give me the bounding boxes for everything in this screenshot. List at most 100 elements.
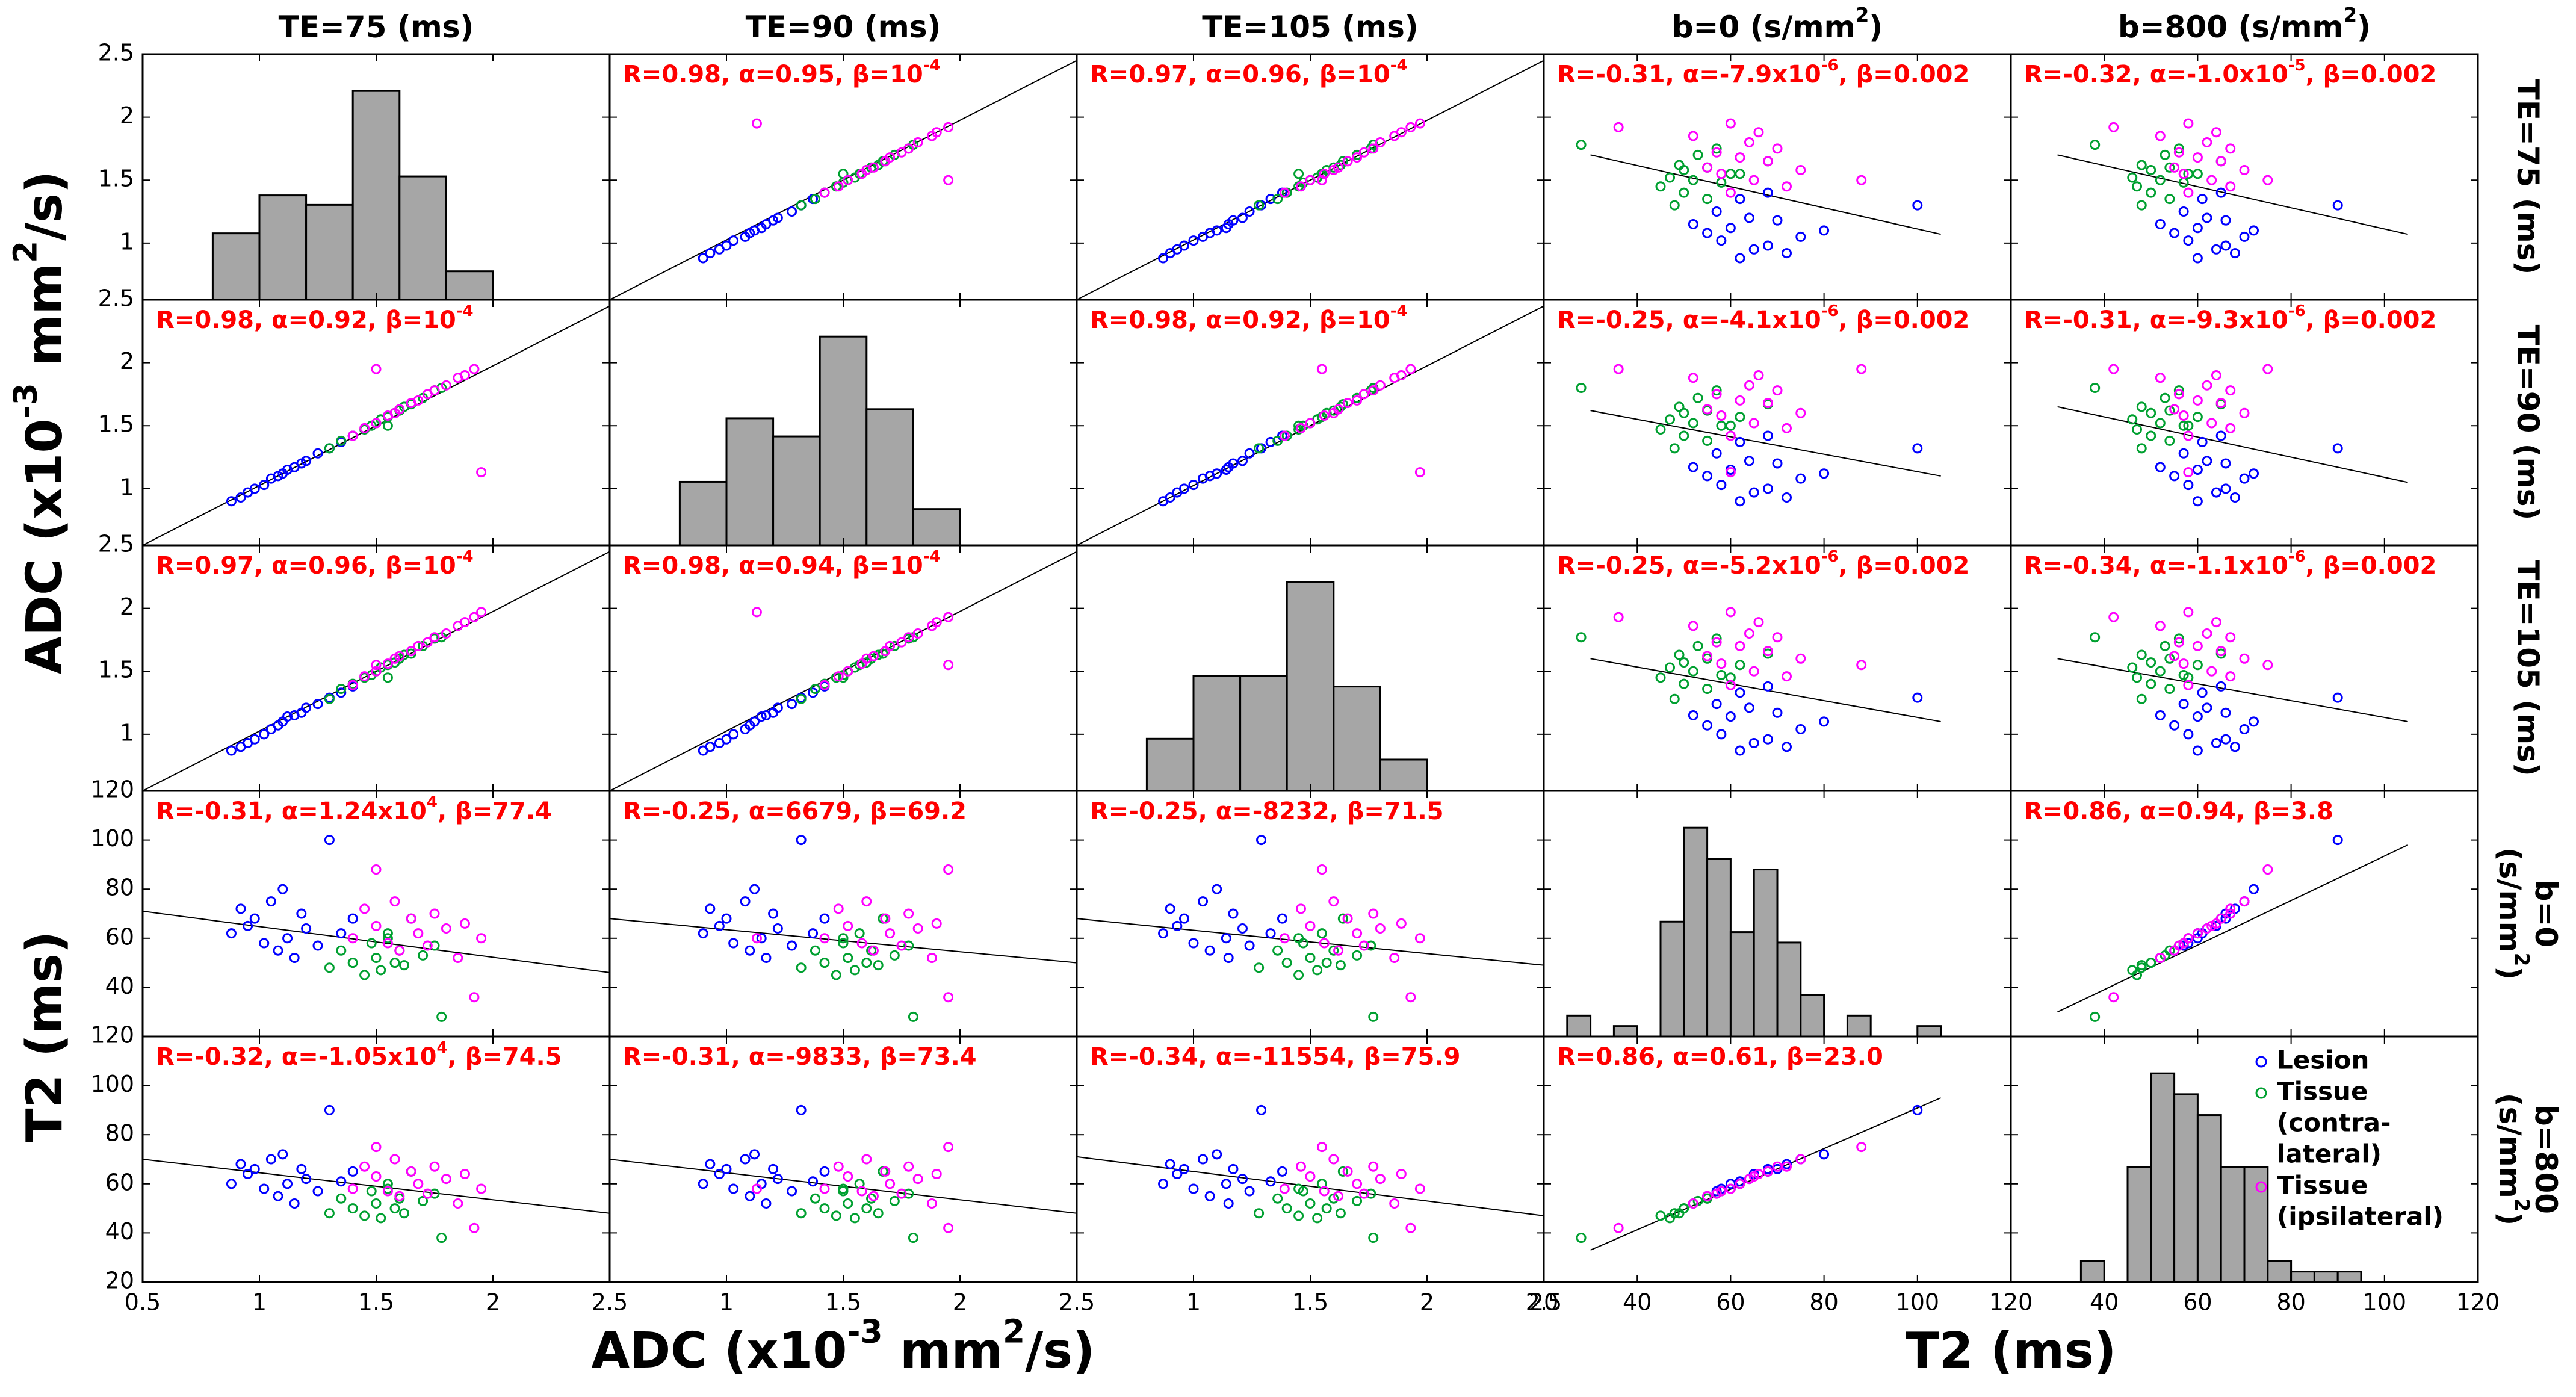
point [1725,1179,1736,1189]
point [2197,436,2208,447]
point [903,1161,914,1172]
point [2136,960,2147,971]
point [705,1159,716,1169]
point [1165,492,1175,503]
point [843,952,853,963]
point [2192,928,2203,939]
point [1396,918,1407,929]
annotation-part: R=-0.32, α=-1.05x10 [156,1043,436,1071]
point [2127,414,2138,425]
annotation: R=-0.31, α=-9833, β=73.4 [623,1043,977,1071]
point [441,1174,451,1185]
point [1237,212,1248,223]
panel-frame [2010,790,2479,1038]
legend-marker [2255,1056,2267,1068]
point [1912,692,1923,703]
point [459,617,470,628]
row-title-part: b=800 [2529,1104,2564,1214]
point [796,835,807,846]
annotation: R=0.86, α=0.61, β=23.0 [1557,1043,1883,1071]
point [2183,169,2194,179]
point [429,1161,440,1172]
fit-line [2057,658,2408,722]
annotation-part: , β=74.5 [448,1043,562,1071]
point [1256,835,1267,846]
panel-frame [608,790,1078,1038]
point [772,212,783,223]
point [1223,1198,1234,1209]
x-axis-title-part: /s) [1025,1322,1095,1380]
point [2169,651,2180,661]
point [277,1149,288,1160]
annotation: R=-0.25, α=-8232, β=71.5 [1090,798,1444,825]
point [2229,492,2240,503]
point [389,896,400,907]
point [301,1174,312,1185]
point [226,928,237,939]
point [2160,640,2170,651]
point [856,1186,867,1197]
point [2192,412,2203,423]
point [2173,633,2184,644]
point [1744,628,1754,639]
row-title-part: 2 [2510,953,2533,967]
y-tick-label: 2.5 [98,40,134,66]
point [2211,918,2221,929]
point [312,699,323,710]
point [2136,649,2147,660]
point [2192,223,2203,234]
point [2146,958,2156,968]
y-axis-title: ADC (x10-3 mm2/s) [7,171,73,675]
point [943,122,954,132]
point [2332,835,2343,846]
point [705,903,716,914]
hist-bar [2173,1093,2199,1282]
annotation-part: , β=0.002 [2306,552,2437,580]
point [740,1154,751,1165]
point [2239,164,2250,175]
point [277,884,288,894]
point [698,253,708,264]
point [301,923,312,934]
point [389,958,400,968]
legend-label: Tissue [2277,1171,2368,1200]
point [1333,945,1344,956]
point [1293,169,1304,179]
point [931,1168,942,1179]
point [2215,681,2226,692]
hist-bar [2267,1260,2293,1282]
point [1223,952,1234,963]
point [1254,962,1265,973]
point [2262,175,2273,185]
point [1212,225,1222,236]
point [1702,404,1713,415]
point [1711,389,1722,400]
point [1688,462,1698,472]
point [2155,710,2166,720]
panel [143,551,610,791]
point [2192,395,2203,406]
point [1716,410,1727,421]
point [469,992,480,1003]
point [2155,621,2166,631]
point [2090,1011,2101,1022]
point [1748,487,1759,498]
point [1716,480,1727,491]
point [2183,235,2194,246]
point [1735,412,1745,423]
point [889,950,900,961]
point [2178,169,2189,179]
point [1272,435,1283,446]
point [2136,200,2147,211]
point [382,420,393,431]
point [476,467,487,478]
point [1679,657,1689,668]
point [2225,423,2236,433]
hist-bar [1683,826,1709,1036]
point [289,1198,300,1209]
hist-bar [2126,1166,2152,1282]
point [2229,248,2240,259]
point [1237,1174,1248,1185]
point [796,962,807,973]
